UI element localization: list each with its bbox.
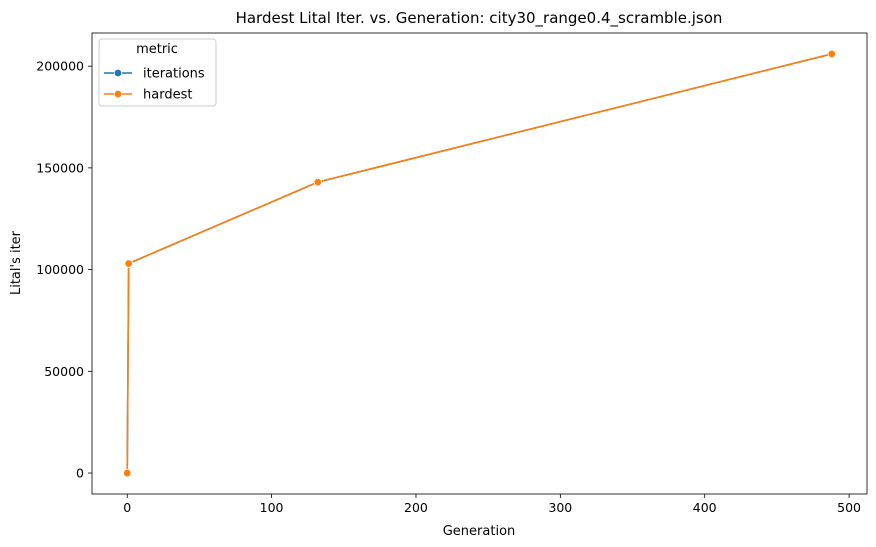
- data-point-hardest: [124, 259, 133, 268]
- x-tick-label: 200: [404, 500, 428, 515]
- data-point-hardest: [827, 49, 836, 59]
- chart-title: Hardest Lital Iter. vs. Generation: city…: [236, 9, 723, 28]
- x-axis-ticks: 0 100 200 300 400 500: [123, 494, 861, 515]
- legend-box: [98, 38, 217, 107]
- plot-frame: [91, 32, 868, 495]
- y-tick-label: 100000: [36, 262, 84, 277]
- data-point-hardest: [313, 177, 323, 187]
- y-axis-ticks: 0 50000 100000 150000 200000: [36, 59, 92, 481]
- x-tick-label: 300: [548, 500, 572, 515]
- plot-area: [91, 32, 868, 495]
- legend-label-iterations: iterations: [143, 67, 205, 82]
- y-tick-label: 200000: [36, 59, 84, 74]
- x-tick-label: 0: [123, 500, 131, 515]
- y-axis-label: Lital's iter: [9, 230, 24, 295]
- y-tick-label: 150000: [36, 160, 84, 175]
- series-line-hardest: [126, 53, 832, 474]
- legend: metric iterations hardest: [98, 38, 217, 107]
- series-layer: [123, 49, 836, 478]
- legend-label-hardest: hardest: [143, 88, 192, 103]
- legend-entries: iterations hardest: [104, 67, 205, 103]
- legend-marker-hardest: [113, 89, 123, 99]
- data-point-hardest: [123, 468, 132, 478]
- legend-marker-iterations: [113, 68, 123, 78]
- x-tick-label: 500: [837, 500, 861, 515]
- y-tick-label: 50000: [44, 364, 84, 379]
- y-tick-label: 0: [76, 466, 84, 481]
- x-tick-label: 100: [260, 500, 284, 515]
- x-tick-label: 400: [693, 500, 717, 515]
- legend-title: metric: [136, 42, 178, 57]
- x-axis-label: Generation: [443, 524, 516, 539]
